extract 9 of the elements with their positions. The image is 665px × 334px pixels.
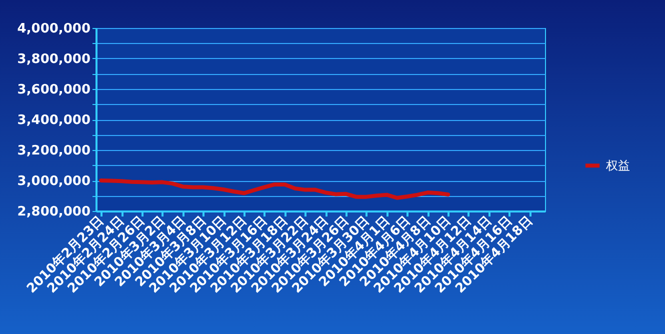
y-tick-label: 3,000,000 [17,174,90,189]
y-tick-label: 4,000,000 [17,22,90,36]
line-series [99,178,450,200]
y-tick-label: 3,200,000 [17,144,90,158]
y-tick-label: 2,800,000 [17,204,90,220]
y-tick-label: 3,800,000 [17,52,90,67]
y-tick-label: 3,400,000 [17,113,90,128]
legend-label: 权益 [605,158,630,173]
y-tick-label: 3,600,000 [17,82,90,98]
